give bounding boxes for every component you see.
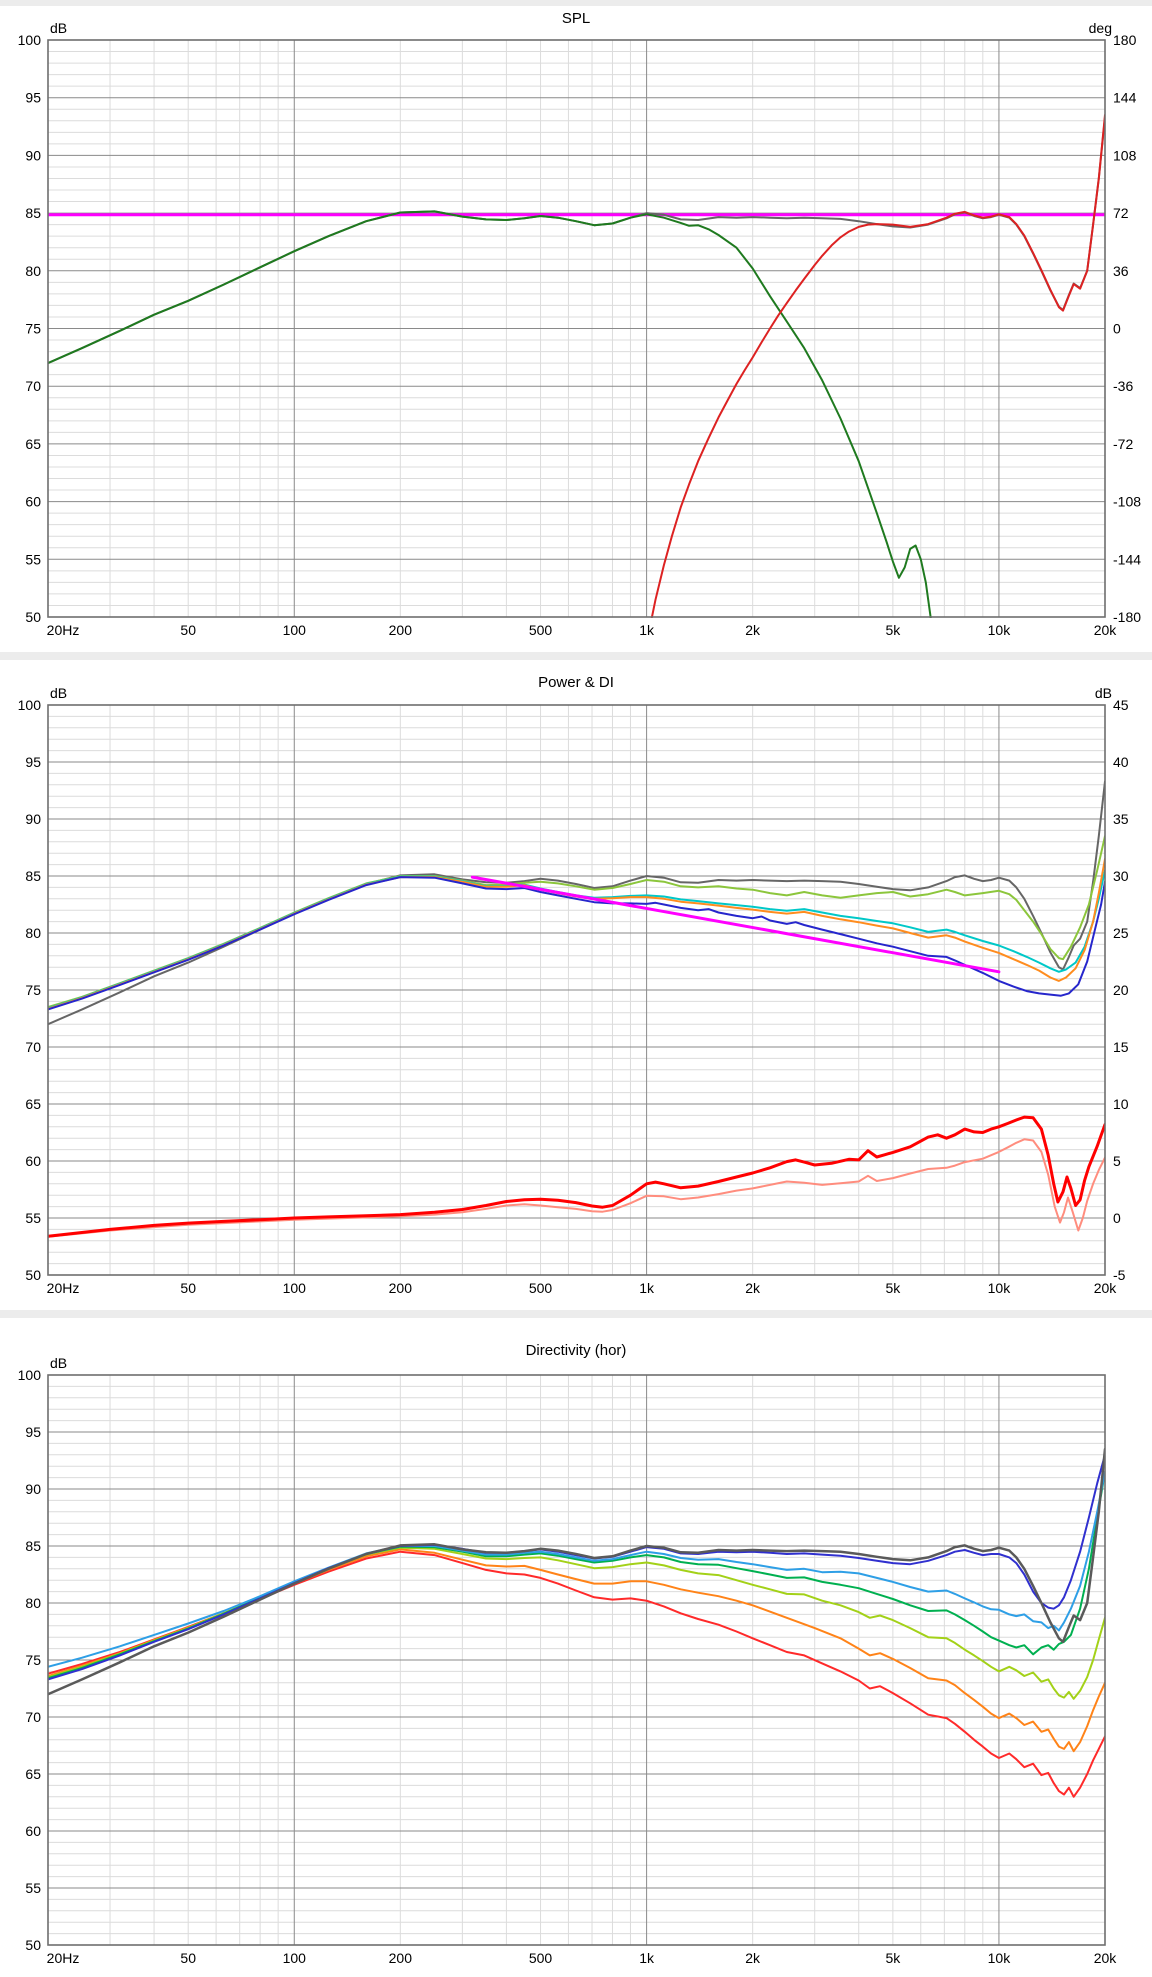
power-di-right-unit-label: dB	[1094, 685, 1112, 701]
svg-text:10k: 10k	[988, 1950, 1012, 1966]
svg-text:1k: 1k	[639, 1950, 655, 1966]
svg-text:108: 108	[1113, 147, 1137, 163]
svg-text:70: 70	[25, 1039, 41, 1055]
svg-text:36: 36	[1113, 263, 1129, 279]
svg-text:200: 200	[389, 622, 413, 638]
svg-text:60: 60	[25, 494, 41, 510]
svg-text:5k: 5k	[885, 1950, 901, 1966]
svg-text:200: 200	[389, 1950, 413, 1966]
spl-chart-panel: SPL dB deg 100 95 90 85 80 75 70 65 60 55 50 180 144…	[0, 6, 1152, 652]
svg-text:80: 80	[25, 1595, 41, 1611]
power-di-chart-panel: Power & DI dB dB 100 95 90 85 80 75 70 65 60 55 50…	[0, 660, 1152, 1310]
svg-text:15: 15	[1113, 1039, 1129, 1055]
svg-text:20Hz: 20Hz	[47, 622, 80, 638]
directivity-left-unit-label: dB	[50, 1355, 68, 1371]
svg-text:95: 95	[25, 1424, 41, 1440]
svg-text:95: 95	[25, 754, 41, 770]
svg-text:50: 50	[180, 1280, 196, 1296]
svg-text:50: 50	[180, 1950, 196, 1966]
svg-text:-108: -108	[1113, 494, 1141, 510]
svg-text:85: 85	[25, 205, 41, 221]
svg-text:80: 80	[25, 263, 41, 279]
svg-text:90: 90	[25, 1481, 41, 1497]
svg-text:1k: 1k	[639, 1280, 655, 1296]
directivity-chart-title: Directivity (hor)	[525, 1342, 627, 1359]
svg-text:-5: -5	[1113, 1267, 1126, 1283]
svg-text:65: 65	[25, 1096, 41, 1112]
svg-text:75: 75	[25, 321, 41, 337]
svg-text:75: 75	[25, 1652, 41, 1668]
svg-text:90: 90	[25, 811, 41, 827]
svg-text:500: 500	[529, 1280, 553, 1296]
spl-chart-title: SPL	[561, 10, 591, 27]
svg-text:-180: -180	[1113, 609, 1141, 625]
svg-text:45: 45	[1113, 697, 1129, 713]
svg-text:50: 50	[25, 1937, 41, 1953]
svg-text:20k: 20k	[1094, 1950, 1118, 1966]
svg-text:1k: 1k	[639, 622, 655, 638]
svg-text:30: 30	[1113, 868, 1129, 884]
svg-text:100: 100	[18, 32, 42, 48]
svg-text:500: 500	[529, 622, 553, 638]
svg-text:10: 10	[1113, 1096, 1129, 1112]
svg-text:20Hz: 20Hz	[47, 1950, 80, 1966]
svg-text:20: 20	[1113, 982, 1129, 998]
svg-text:100: 100	[283, 1950, 307, 1966]
svg-text:200: 200	[389, 1280, 413, 1296]
power-di-plot: 1009590858075706560555045403530252015105…	[18, 697, 1129, 1296]
svg-text:85: 85	[25, 1538, 41, 1554]
svg-text:80: 80	[25, 925, 41, 941]
svg-text:25: 25	[1113, 925, 1129, 941]
svg-text:0: 0	[1113, 1210, 1121, 1226]
spl-right-unit-label: deg	[1088, 20, 1112, 36]
svg-text:-144: -144	[1113, 551, 1141, 567]
svg-text:65: 65	[25, 1766, 41, 1782]
svg-text:100: 100	[18, 1367, 42, 1383]
svg-text:65: 65	[25, 436, 41, 452]
svg-text:100: 100	[283, 622, 307, 638]
svg-text:75: 75	[25, 982, 41, 998]
svg-text:0: 0	[1113, 321, 1121, 337]
svg-text:144: 144	[1113, 90, 1137, 106]
svg-text:2k: 2k	[745, 622, 761, 638]
svg-text:85: 85	[25, 868, 41, 884]
svg-text:20Hz: 20Hz	[47, 1280, 80, 1296]
spl-left-unit-label: dB	[50, 20, 68, 36]
svg-text:70: 70	[25, 378, 41, 394]
svg-text:90: 90	[25, 147, 41, 163]
svg-text:2k: 2k	[745, 1950, 761, 1966]
svg-text:10k: 10k	[988, 622, 1012, 638]
power-di-left-unit-label: dB	[50, 685, 68, 701]
svg-text:100: 100	[283, 1280, 307, 1296]
svg-text:60: 60	[25, 1153, 41, 1169]
svg-text:50: 50	[180, 622, 196, 638]
svg-text:72: 72	[1113, 205, 1129, 221]
svg-text:500: 500	[529, 1950, 553, 1966]
svg-text:20k: 20k	[1094, 622, 1118, 638]
svg-text:60: 60	[25, 1823, 41, 1839]
svg-text:40: 40	[1113, 754, 1129, 770]
svg-text:10k: 10k	[988, 1280, 1012, 1296]
spl-plot: 100 95 90 85 80 75 70 65 60 55 50 180 144 108 72 36 0 -36…	[18, 32, 1142, 638]
svg-text:2k: 2k	[745, 1280, 761, 1296]
directivity-chart-panel: Directivity (hor) dB 100 95 90 85 80 75 70 65 60…	[0, 1318, 1152, 1977]
svg-text:55: 55	[25, 1880, 41, 1896]
svg-text:5k: 5k	[885, 1280, 901, 1296]
svg-text:20k: 20k	[1094, 1280, 1118, 1296]
svg-text:95: 95	[25, 90, 41, 106]
power-di-chart-title: Power & DI	[538, 674, 614, 691]
svg-text:70: 70	[25, 1709, 41, 1725]
svg-text:180: 180	[1113, 32, 1137, 48]
svg-text:5k: 5k	[885, 622, 901, 638]
svg-text:35: 35	[1113, 811, 1129, 827]
svg-text:-36: -36	[1113, 378, 1133, 394]
svg-text:100: 100	[18, 697, 42, 713]
svg-text:55: 55	[25, 551, 41, 567]
directivity-plot: 100 95 90 85 80 75 70 65 60 55 50 20Hz 50 100 200 500 1k…	[18, 1367, 1118, 1966]
svg-text:55: 55	[25, 1210, 41, 1226]
svg-text:50: 50	[25, 1267, 41, 1283]
svg-text:-72: -72	[1113, 436, 1133, 452]
svg-text:50: 50	[25, 609, 41, 625]
svg-text:5: 5	[1113, 1153, 1121, 1169]
